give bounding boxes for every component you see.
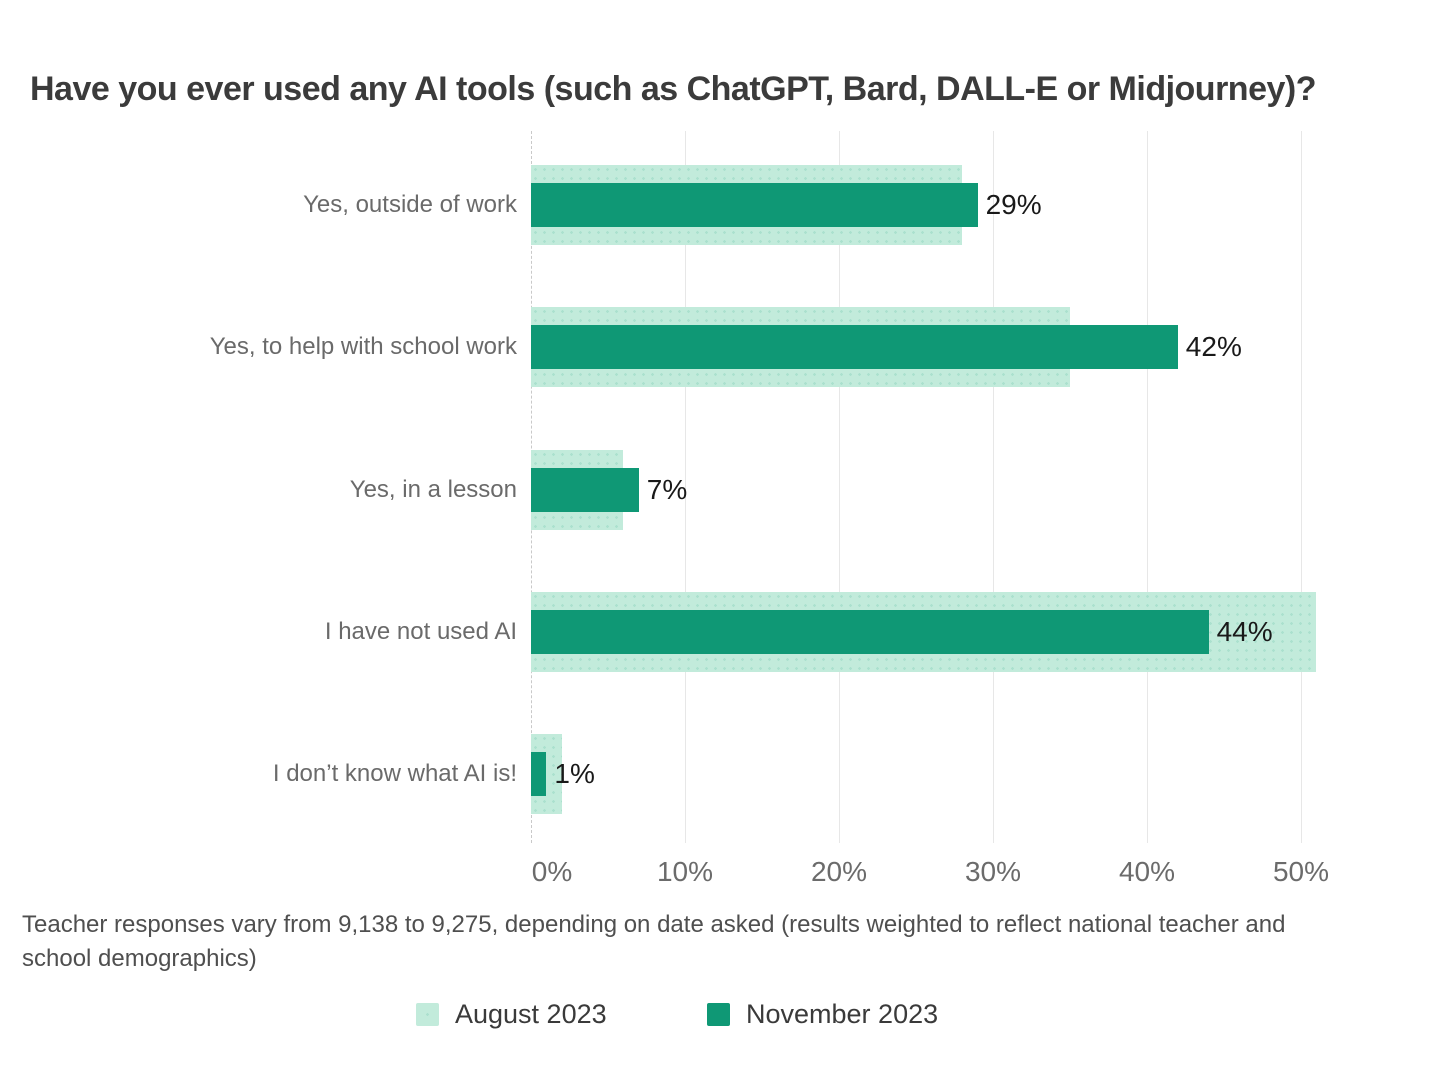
value-label: 7% <box>646 473 688 505</box>
category-label: Yes, to help with school work <box>209 333 517 361</box>
legend-label-august: August 2023 <box>455 998 607 1029</box>
value-label: 1% <box>554 758 595 789</box>
value-label: 29% <box>985 189 1042 220</box>
bar-november <box>531 467 639 512</box>
category-label: I have not used AI <box>324 617 517 645</box>
bar-group: Yes, in a lesson 7% <box>0 449 1440 530</box>
gridline-50 <box>1301 131 1302 843</box>
chart-footnote: Teacher responses vary from 9,138 to 9,2… <box>22 911 1286 972</box>
legend-swatch-august-icon <box>416 1002 439 1026</box>
x-tick-label: 0% <box>531 856 573 887</box>
gridline-40 <box>1147 131 1148 843</box>
x-tick-label: 20% <box>810 856 868 887</box>
x-tick-label: 30% <box>964 856 1022 887</box>
legend-label-november: November 2023 <box>746 998 939 1029</box>
gridline-30 <box>993 131 994 843</box>
bar-november <box>531 325 1178 370</box>
bar-november <box>531 752 547 796</box>
chart-title: Have you ever used any AI tools (such as… <box>30 70 1317 108</box>
bar-november <box>531 183 978 227</box>
gridline-10 <box>685 131 686 843</box>
x-tick-label: 40% <box>1118 856 1176 887</box>
bar-group: Yes, to help with school work 42% <box>0 307 1440 388</box>
legend-item-august: August 2023 <box>416 996 607 1032</box>
bar-group: I don’t know what AI is! 1% <box>0 734 1440 814</box>
category-label: Yes, in a lesson <box>349 475 517 503</box>
value-label: 44% <box>1216 615 1273 647</box>
bar-group: I have not used AI 44% <box>0 591 1440 672</box>
bar-group: Yes, outside of work 29% <box>0 165 1440 245</box>
value-label: 42% <box>1185 331 1242 363</box>
x-tick-label: 50% <box>1272 856 1330 887</box>
legend-swatch-november-icon <box>707 1002 730 1026</box>
bar-november <box>531 609 1209 654</box>
chart-legend: August 2023 November 2023 <box>0 996 1440 1036</box>
legend-item-november: November 2023 <box>707 996 938 1032</box>
x-tick-label: 10% <box>656 856 714 887</box>
category-label: Yes, outside of work <box>303 191 517 218</box>
category-label: I don’t know what AI is! <box>272 760 517 787</box>
gridline-20 <box>839 131 840 843</box>
